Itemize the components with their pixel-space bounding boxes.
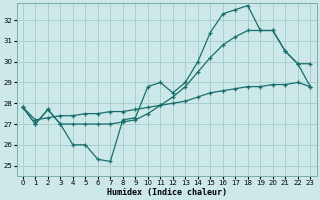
X-axis label: Humidex (Indice chaleur): Humidex (Indice chaleur)	[107, 188, 227, 197]
